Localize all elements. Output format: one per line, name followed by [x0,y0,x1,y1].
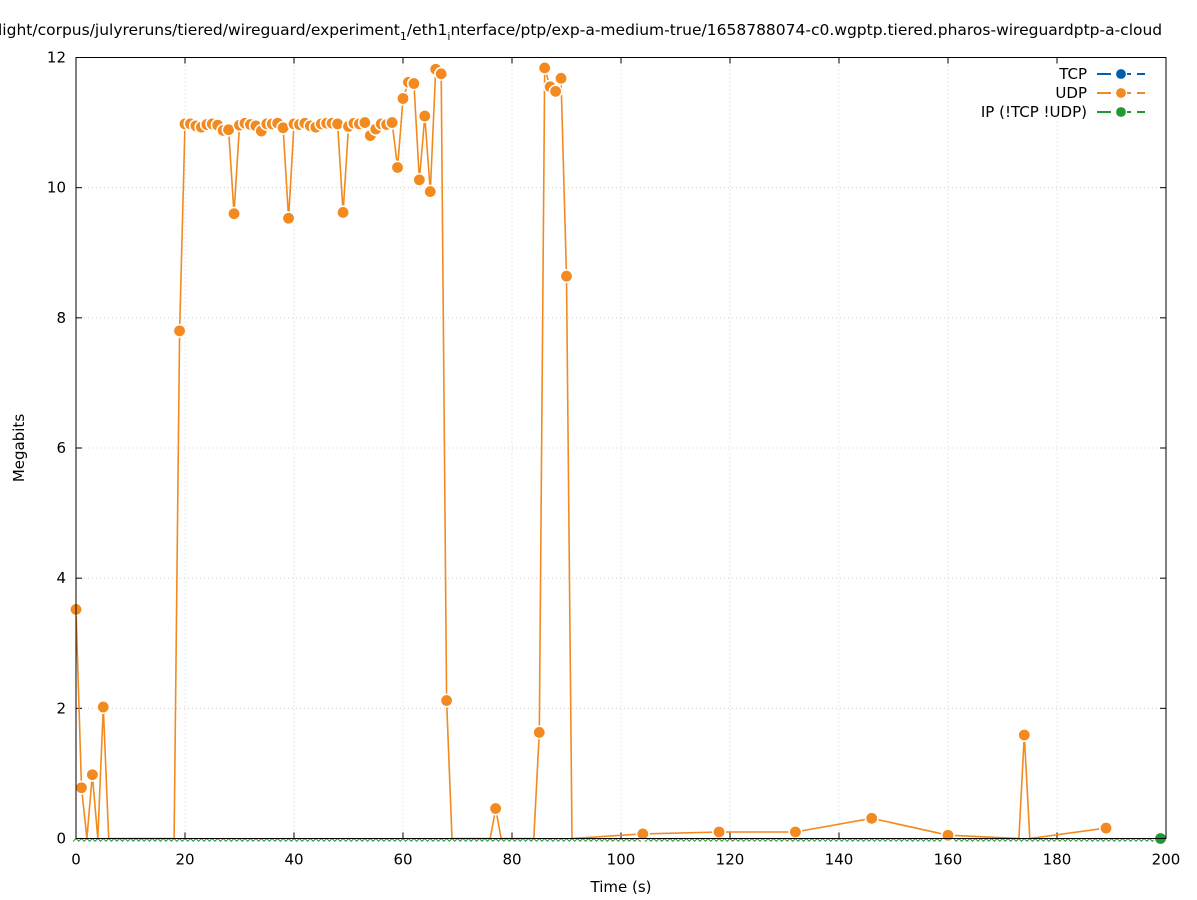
x-tick-label: 80 [502,851,521,869]
y-tick-labels: 0 2 4 6 8 10 12 [47,49,66,848]
data-point [385,115,400,130]
legend-marker [1114,105,1128,119]
y-tick-label: 2 [56,699,66,717]
x-tick-label: 160 [934,851,963,869]
legend-label: TCP [1058,65,1087,83]
data-point [559,269,574,284]
data-point [74,780,89,795]
data-point [390,160,405,175]
legend-bg [960,84,1160,102]
data-point [395,91,410,106]
data-point [96,700,111,715]
data-point [940,828,955,843]
data-point [548,84,563,99]
data-point [1017,728,1032,743]
x-axis-label: Time (s) [590,878,652,896]
data-point [864,811,879,826]
series-1 [69,60,1114,843]
x-tick-label: 0 [71,851,81,869]
legend-bg [960,103,1160,121]
data-point [423,184,438,199]
data-point [227,206,242,221]
series-layer [69,60,1168,846]
data-point [434,66,449,81]
x-tick-labels: 0 20 40 60 80 100 120 140 160 180 200 [71,851,1180,869]
data-point [532,725,547,740]
data-point [537,60,552,75]
series-line [75,67,1107,840]
data-point [281,211,296,226]
legend-label: UDP [1055,84,1087,102]
x-tick-label: 40 [284,851,303,869]
x-tick-label: 180 [1043,851,1072,869]
x-tick-label: 120 [716,851,745,869]
data-point [417,109,432,124]
plot-border [75,57,1167,839]
data-point [406,76,421,91]
x-tick-label: 60 [393,851,412,869]
y-tick-label: 4 [56,569,66,587]
data-point [412,172,427,187]
legend-marker [1114,67,1128,81]
legend-label: IP (!TCP !UDP) [981,103,1087,121]
y-tick-label: 0 [56,830,66,848]
y-axis-label: Megabits [10,414,28,482]
x-tick-label: 100 [607,851,636,869]
legend-marker [1114,86,1128,100]
x-tick-label: 140 [825,851,854,869]
y-tick-label: 10 [47,179,66,197]
x-tick-label: 200 [1152,851,1181,869]
grid [75,57,1167,839]
data-point [172,323,187,338]
data-point [488,801,503,816]
data-point [554,71,569,86]
data-point [357,115,372,130]
chart-title: light/corpus/julyreruns/tiered/wireguard… [0,21,1162,43]
data-point [788,824,803,839]
y-tick-label: 8 [56,309,66,327]
y-tick-label: 6 [56,439,66,457]
data-point [635,826,650,841]
data-point [439,693,454,708]
data-point [1099,821,1114,836]
legend-bg [960,65,1160,83]
data-point [712,824,727,839]
data-point [336,205,351,220]
data-point [85,767,100,782]
y-tick-label: 12 [47,49,66,67]
x-tick-label: 20 [175,851,194,869]
